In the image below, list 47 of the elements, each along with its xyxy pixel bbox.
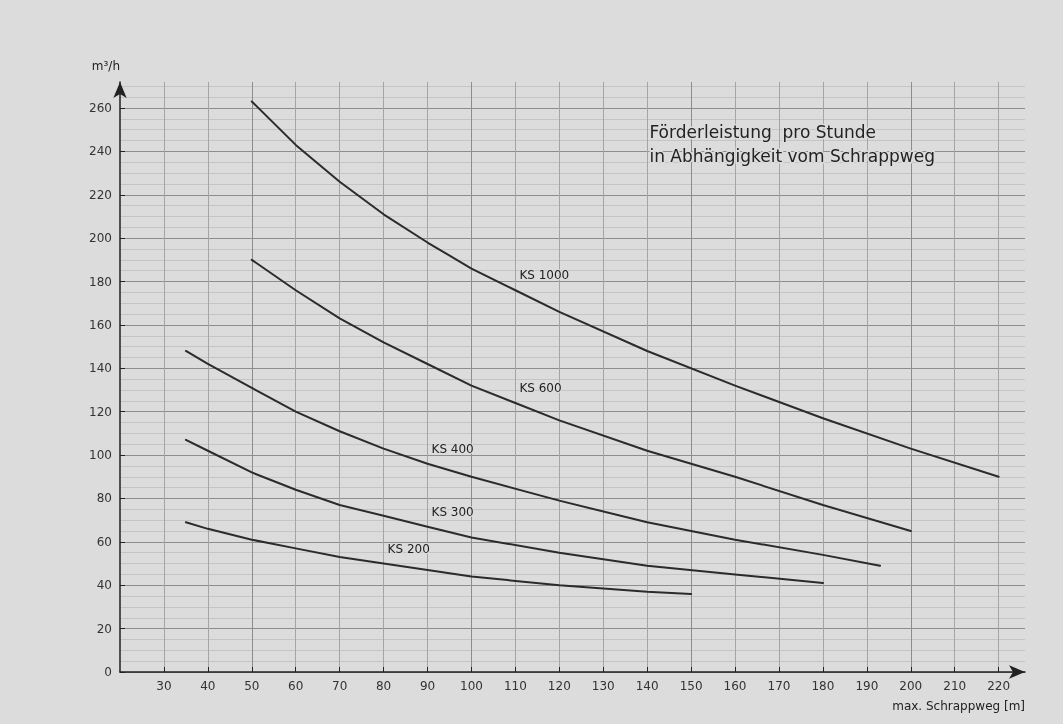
- line-series: [184, 521, 693, 595]
- y-tick-label: 20: [96, 621, 112, 636]
- x-tick-label: 190: [855, 679, 879, 693]
- x-tick-label: 90: [419, 679, 436, 693]
- series-label: KS 600: [519, 381, 562, 396]
- series-label: KS 300: [431, 504, 474, 519]
- y-tick-label: 0: [104, 665, 112, 679]
- line-series: [250, 100, 1000, 478]
- x-tick-label: 70: [332, 679, 348, 693]
- y-tick-label: 80: [96, 491, 112, 506]
- y-axis-title: m³/h: [91, 59, 120, 73]
- x-axis-title: max. Schrappweg [m]: [892, 699, 1025, 713]
- y-tick-label: 200: [89, 231, 112, 246]
- y-tick-label: 180: [89, 274, 112, 289]
- x-tick-label: 200: [899, 679, 923, 693]
- x-tick-label: 160: [723, 679, 747, 693]
- x-tick-label: 50: [244, 679, 260, 693]
- x-tick-label: 210: [943, 679, 967, 693]
- x-tick-label: 140: [635, 679, 659, 693]
- line-series: [184, 438, 824, 585]
- y-tick-label: 160: [89, 317, 112, 332]
- x-tick-label: 180: [811, 679, 835, 693]
- line-series: [184, 349, 882, 567]
- x-tick-label: 60: [288, 679, 304, 693]
- x-tick-label: 30: [156, 679, 172, 693]
- y-tick-label: 40: [96, 578, 112, 593]
- y-tick-label: 100: [89, 448, 112, 463]
- x-tick-label: 220: [987, 679, 1011, 693]
- series-label: KS 400: [431, 441, 474, 456]
- series-label: KS 200: [387, 541, 430, 556]
- line-series: [250, 258, 912, 533]
- x-tick-label: 150: [679, 679, 703, 693]
- x-tick-label: 170: [767, 679, 791, 693]
- x-tick-label: 120: [547, 679, 571, 693]
- x-tick-label: 110: [503, 679, 527, 693]
- text: Förderleistung pro Stunde in Abhängigkeit vom Schrappweg: [649, 122, 936, 166]
- x-tick-label: 40: [200, 679, 216, 693]
- y-tick-label: 240: [89, 144, 112, 159]
- series-label: KS 1000: [519, 268, 570, 283]
- y-tick-label: 220: [89, 187, 112, 202]
- y-tick-label: 260: [89, 101, 112, 116]
- y-tick-label: 140: [89, 361, 112, 376]
- x-tick-label: 100: [460, 679, 483, 693]
- y-tick-label: 120: [89, 404, 112, 419]
- x-tick-label: 80: [375, 679, 392, 693]
- x-tick-label: 130: [591, 679, 615, 693]
- y-tick-label: 60: [96, 534, 112, 549]
